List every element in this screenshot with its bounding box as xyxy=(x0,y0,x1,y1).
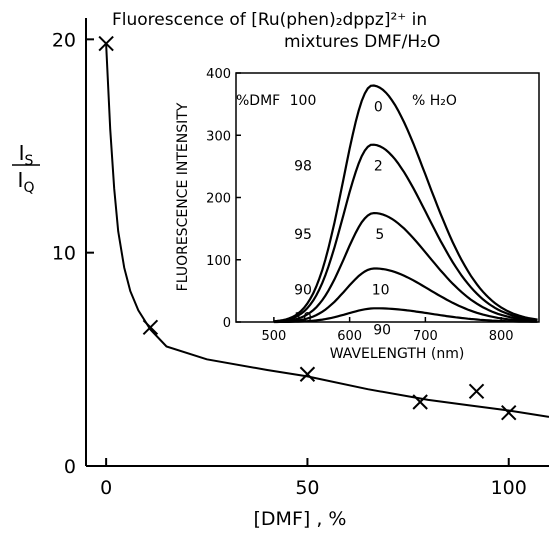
dmf-percent-label: 90 xyxy=(294,282,312,298)
inset-plot: Fluorescence of [Ru(phen)₂dppz]²⁺ in mix… xyxy=(112,10,540,362)
h2o-percent-label: 0 xyxy=(374,99,383,115)
inset-y-tick-label: 0 xyxy=(223,316,231,331)
main-data-point xyxy=(501,404,517,421)
dmf-column-header: %DMF xyxy=(236,93,280,109)
main-y-tick-label: 0 xyxy=(64,456,76,478)
h2o-column-header: % H₂O xyxy=(412,93,457,109)
inset-spectrum-100-dmf xyxy=(273,84,538,323)
main-data-point xyxy=(299,366,316,382)
dmf-percent-label: 95 xyxy=(294,227,312,243)
h2o-percent-label: 10 xyxy=(372,282,390,298)
inset-spectrum-98-dmf xyxy=(273,143,538,323)
main-x-tick-label: 0 xyxy=(100,477,112,499)
main-data-point xyxy=(468,383,485,400)
inset-x-tick-label: 600 xyxy=(337,329,362,344)
inset-y-tick-label: 300 xyxy=(206,129,231,144)
h2o-percent-label: 5 xyxy=(375,227,384,243)
inset-x-tick-label: 800 xyxy=(489,329,514,344)
main-x-tick-label: 50 xyxy=(295,477,319,499)
inset-spectrum-10-dmf xyxy=(273,307,538,324)
inset-spectrum-90-dmf xyxy=(273,267,538,323)
main-y-tick-label: 10 xyxy=(52,243,76,265)
dmf-percent-label: 100 xyxy=(290,93,317,109)
y-label-denominator: IQ xyxy=(18,168,35,196)
main-x-tick-label: 100 xyxy=(491,477,527,499)
dmf-percent-label: 10 xyxy=(294,310,312,326)
main-fit-curve xyxy=(105,43,549,418)
main-data-point xyxy=(98,35,114,52)
main-y-axis-label: IS IQ xyxy=(12,141,40,196)
inset-title-line-1: Fluorescence of [Ru(phen)₂dppz]²⁺ in xyxy=(112,10,427,30)
inset-spectrum-95-dmf xyxy=(273,211,538,323)
main-y-tick-label: 20 xyxy=(52,29,76,51)
inset-x-tick-label: 700 xyxy=(413,329,438,344)
main-data-point xyxy=(142,319,159,336)
inset-y-tick-label: 100 xyxy=(206,254,231,269)
main-data-point xyxy=(412,394,428,410)
h2o-percent-label: 2 xyxy=(374,159,383,175)
inset-y-tick-label: 200 xyxy=(206,192,231,207)
inset-y-tick-label: 400 xyxy=(206,67,231,82)
dmf-percent-label: 98 xyxy=(294,159,312,175)
inset-y-axis-label: FLUORESCENCE INTENSITY xyxy=(175,102,191,291)
inset-x-axis-label: WAVELENGTH (nm) xyxy=(330,346,465,362)
h2o-percent-label: 90 xyxy=(373,322,391,338)
inset-title-line-2: mixtures DMF/H₂O xyxy=(284,32,440,52)
main-x-axis-label: [DMF] , % xyxy=(254,508,347,530)
inset-x-tick-label: 500 xyxy=(261,329,286,344)
